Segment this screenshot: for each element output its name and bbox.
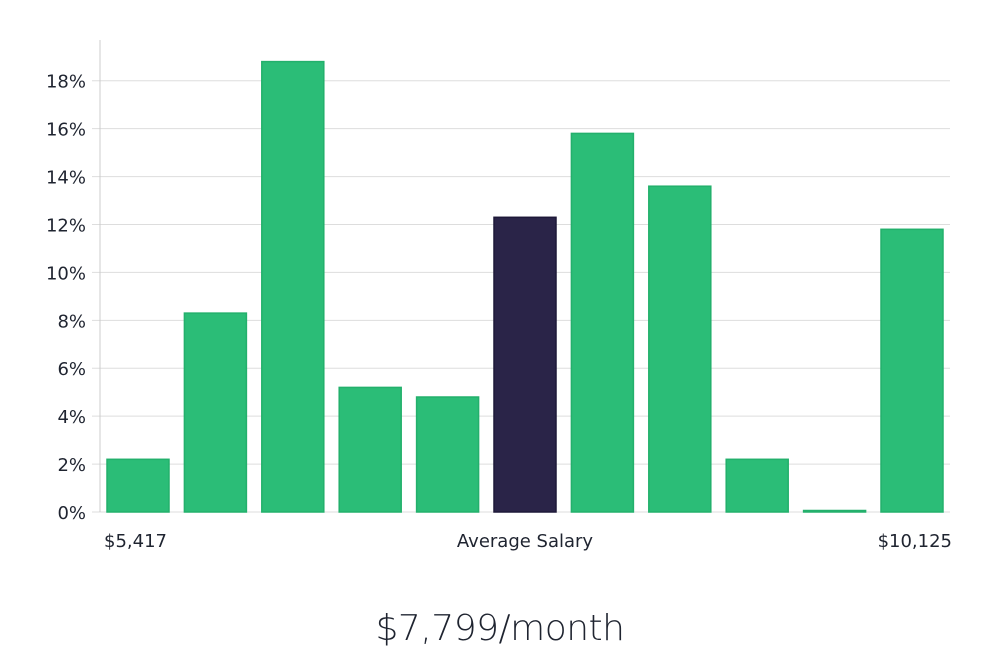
average-salary-value: $7,799/month: [375, 608, 625, 649]
bar: [338, 386, 402, 513]
bar: [725, 458, 789, 513]
bar: [802, 509, 867, 513]
y-tick-label: 6%: [57, 359, 86, 380]
x-label-min: $5,417: [104, 531, 167, 552]
bar: [880, 228, 944, 513]
y-tick-label: 18%: [46, 72, 86, 93]
salary-histogram: 0% 2% 4% 6% 8% 10% 12% 14% 16% 18% $5,417 Average…: [46, 40, 952, 552]
bar: [415, 396, 480, 513]
x-label-max: $10,125: [878, 531, 952, 552]
y-tick-label: 2%: [57, 455, 86, 476]
y-tick-label: 10%: [46, 263, 86, 284]
y-tick-label: 8%: [57, 311, 86, 332]
y-tick-label: 12%: [46, 215, 86, 236]
bar: [183, 312, 248, 513]
bar: [106, 458, 170, 513]
bars: [106, 60, 944, 513]
bar: [261, 60, 325, 513]
y-tick-label: 16%: [46, 120, 86, 141]
x-label-center: Average Salary: [457, 531, 594, 552]
y-tick-label: 0%: [57, 503, 86, 524]
y-tick-label: 14%: [46, 168, 86, 189]
x-axis-labels: $5,417 Average Salary $10,125: [104, 531, 952, 552]
y-tick-labels: 0% 2% 4% 6% 8% 10% 12% 14% 16% 18%: [46, 72, 86, 524]
bar-average-bin: [493, 216, 557, 513]
y-tick-label: 4%: [57, 407, 86, 428]
bar: [648, 185, 712, 513]
bar: [570, 132, 635, 513]
